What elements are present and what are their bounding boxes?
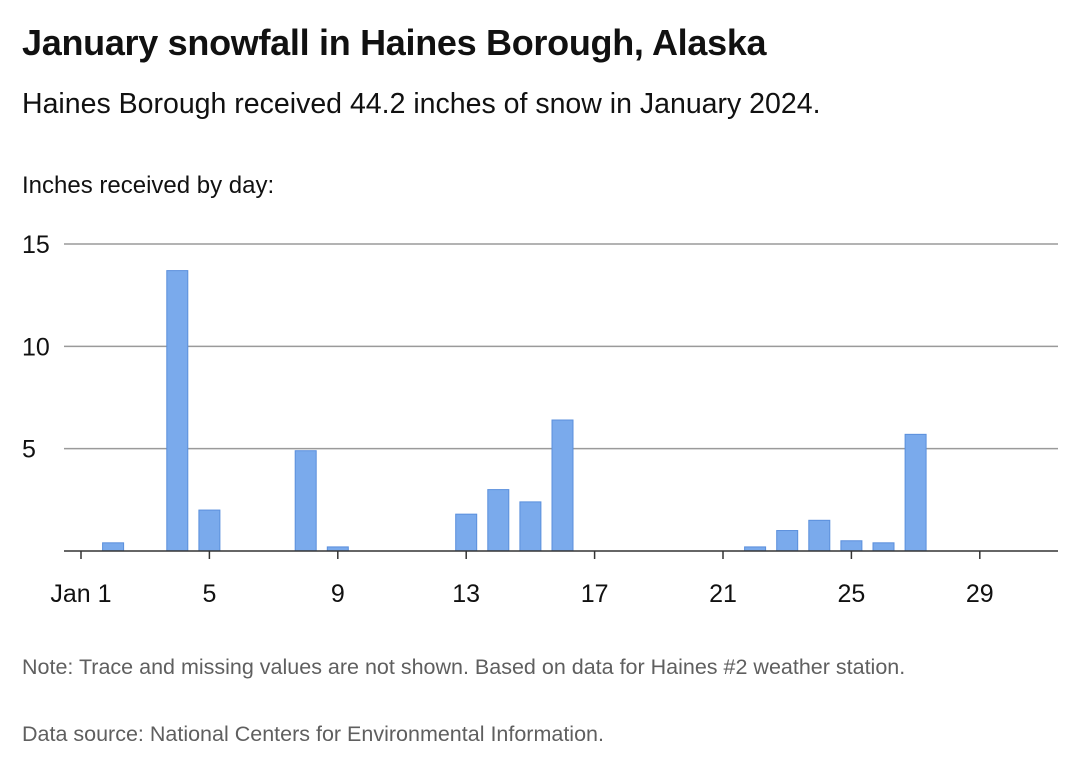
bar-day-27 — [904, 433, 927, 552]
y-tick-label: 10 — [22, 333, 50, 361]
bar-day-23 — [776, 530, 799, 552]
bar-day-26 — [872, 542, 895, 552]
bar-day-25 — [840, 540, 863, 552]
bar-day-15 — [519, 501, 542, 552]
x-tick-label: 29 — [966, 580, 994, 608]
bar-day-4 — [166, 270, 189, 552]
chart-title: January snowfall in Haines Borough, Alas… — [22, 22, 767, 63]
x-tick-label: 9 — [331, 580, 345, 608]
bar-day-24 — [808, 519, 831, 552]
x-tick-label: 25 — [837, 580, 865, 608]
bar-day-14 — [487, 489, 510, 552]
y-tick-label: 5 — [22, 436, 36, 464]
y-tick-label: 15 — [22, 231, 50, 259]
bar-day-2 — [102, 542, 125, 552]
bar-day-16 — [551, 419, 574, 552]
chart-subtitle: Haines Borough received 44.2 inches of s… — [22, 88, 821, 120]
bar-day-5 — [198, 509, 221, 552]
x-tick-label: 5 — [202, 580, 216, 608]
bar-day-13 — [455, 513, 478, 552]
bars — [102, 270, 927, 552]
y-tick-labels: 5 10 15 — [22, 231, 50, 464]
x-axis — [64, 550, 1058, 559]
x-tick-label: 17 — [581, 580, 609, 608]
gridlines — [64, 243, 1058, 450]
y-axis-caption: Inches received by day: — [22, 172, 275, 199]
x-tick-label: 21 — [709, 580, 737, 608]
snowfall-bar-chart: 5 10 15 Jan 1 5 9 13 17 21 25 29 — [22, 231, 1058, 608]
x-tick-label: 13 — [452, 580, 480, 608]
x-tick-label: Jan 1 — [50, 580, 111, 608]
bar-day-8 — [294, 450, 317, 552]
chart-note: Note: Trace and missing values are not s… — [22, 655, 906, 679]
data-source: Data source: National Centers for Enviro… — [22, 722, 604, 746]
x-tick-labels: Jan 1 5 9 13 17 21 25 29 — [50, 580, 993, 608]
